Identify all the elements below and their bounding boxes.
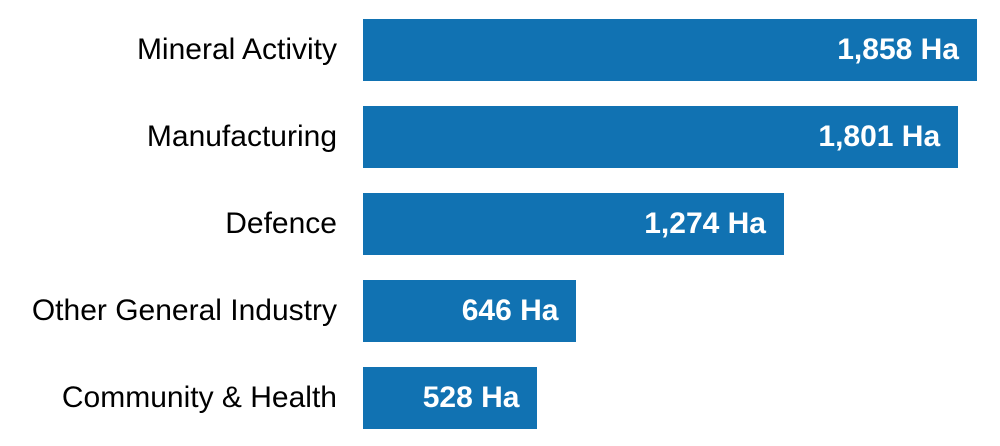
bar-value-label: 1,274 Ha xyxy=(644,207,766,240)
bar-track: 1,274 Ha xyxy=(363,193,977,255)
bar-row: Other General Industry 646 Ha xyxy=(0,280,1000,342)
bar-value-label: 528 Ha xyxy=(422,381,520,414)
bar-row: Mineral Activity 1,858 Ha xyxy=(0,19,1000,81)
category-label: Defence xyxy=(225,207,337,240)
bar-value-label: 646 Ha xyxy=(461,294,559,327)
category-label: Community & Health xyxy=(61,381,337,414)
bar: 646 Ha xyxy=(363,280,577,342)
bar: 1,274 Ha xyxy=(363,193,784,255)
bar: 528 Ha xyxy=(363,367,538,429)
bar-track: 1,801 Ha xyxy=(363,106,977,168)
bar-row: Community & Health 528 Ha xyxy=(0,367,1000,429)
bar-value-label: 1,801 Ha xyxy=(818,120,941,153)
category-label: Other General Industry xyxy=(31,294,337,327)
bar-row: Manufacturing 1,801 Ha xyxy=(0,106,1000,168)
bar-track: 1,858 Ha xyxy=(363,19,977,81)
category-label: Manufacturing xyxy=(146,120,337,153)
bar: 1,801 Ha xyxy=(363,106,959,168)
bar-value-label: 1,858 Ha xyxy=(837,33,959,66)
bar-track: 528 Ha xyxy=(363,367,977,429)
bar-row: Defence 1,274 Ha xyxy=(0,193,1000,255)
category-label: Mineral Activity xyxy=(136,33,337,66)
bar-track: 646 Ha xyxy=(363,280,977,342)
bar: 1,858 Ha xyxy=(363,19,977,81)
